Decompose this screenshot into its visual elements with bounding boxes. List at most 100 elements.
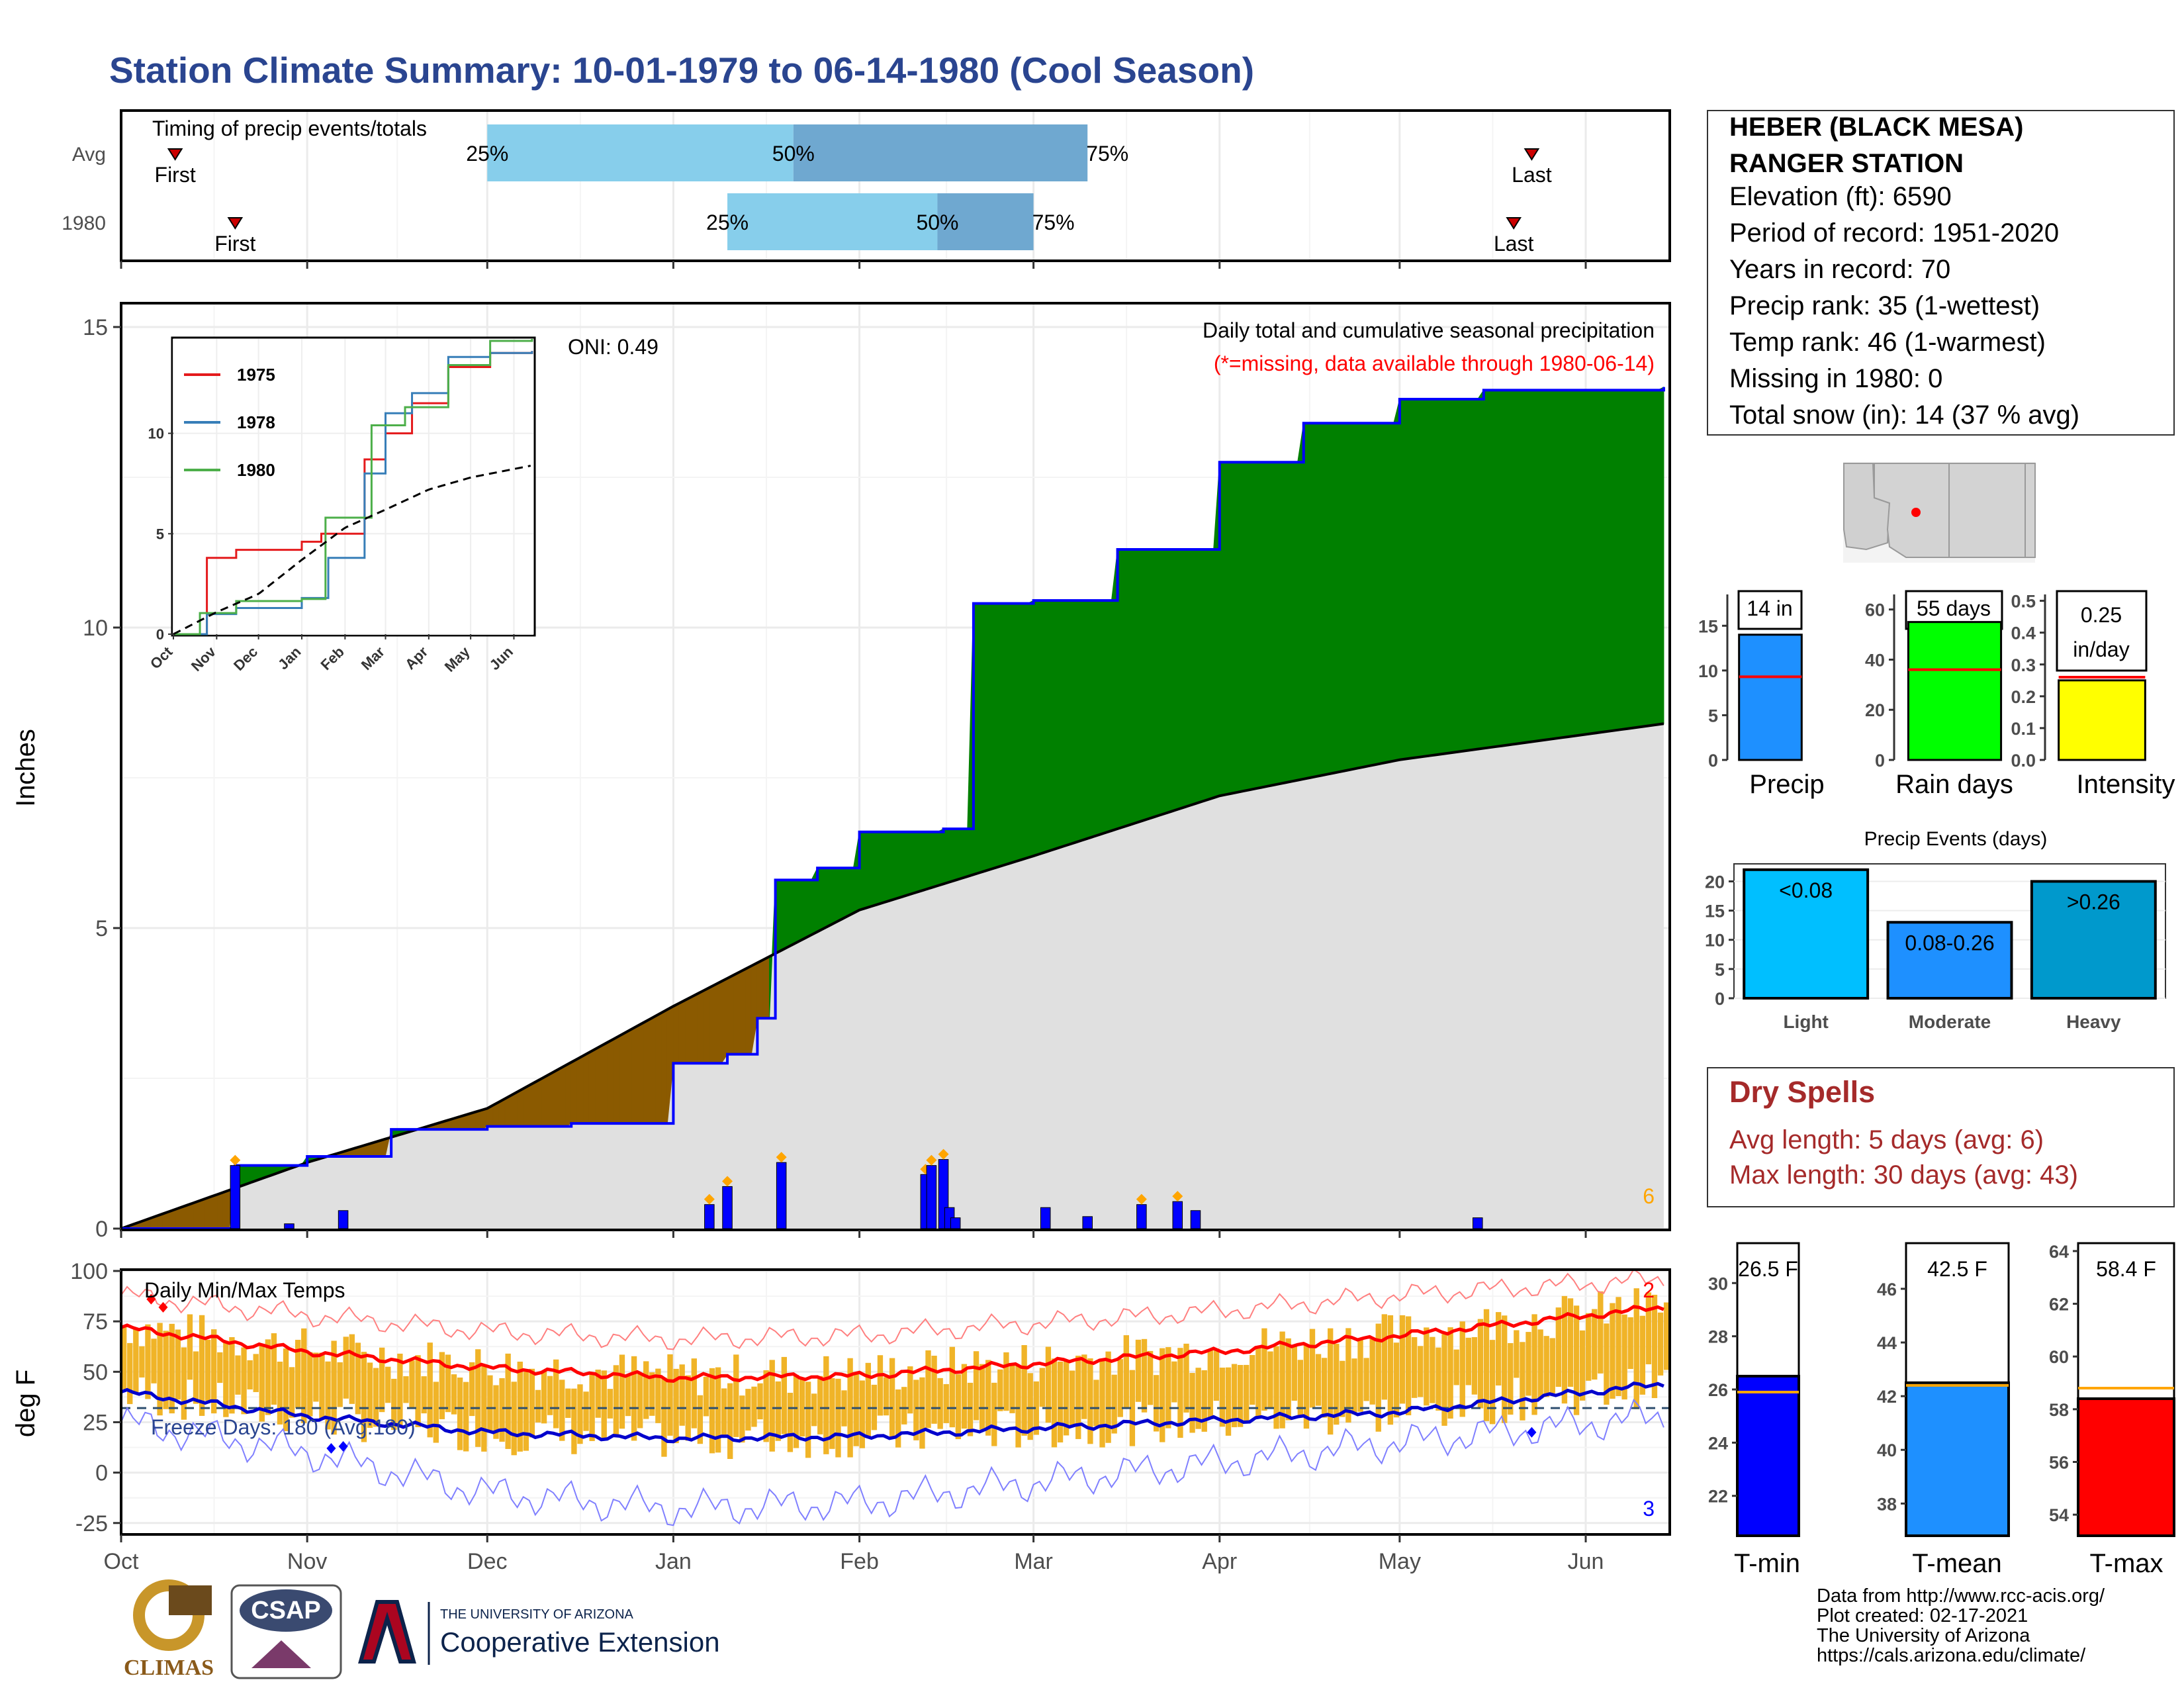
daily-temp-bar	[1165, 1347, 1171, 1429]
precip-total-chart: 14 in Precip	[1737, 590, 1825, 799]
daily-temp-bar	[1051, 1358, 1058, 1448]
cumulative-diff-segment	[1411, 399, 1418, 759]
inset-average-line	[173, 465, 531, 635]
precip-events-title: Precip Events (days)	[1864, 828, 2048, 850]
precip-ylabel: Inches	[11, 729, 40, 807]
daily-temp-bar	[913, 1380, 919, 1440]
daily-temp-bar	[559, 1380, 565, 1441]
station-name-2: RANGER STATION	[1729, 149, 1964, 178]
daily-temp-bar	[373, 1368, 379, 1427]
x-tick-label-mar: Mar	[1014, 1549, 1053, 1574]
daily-temp-bar	[1483, 1309, 1490, 1421]
cumulative-diff-segment	[1207, 549, 1214, 800]
map-texas-edge	[2025, 463, 2036, 558]
daily-temp-bar	[1009, 1365, 1015, 1413]
tmin-value-label: 26.5 F	[1738, 1257, 1798, 1281]
cumulative-diff-segment	[1471, 399, 1479, 751]
footer-logos: CLIMAS CSAP THE UNIVERSITY OF ARIZONA Co…	[124, 1579, 720, 1680]
daily-temp-bar	[1141, 1338, 1148, 1413]
daily-precip-bar	[950, 1217, 961, 1229]
daily-temp-bar	[955, 1374, 962, 1440]
cumulative-diff-segment	[1561, 389, 1569, 738]
daily-temp-bar	[769, 1360, 775, 1452]
inset-legend-label-1975: 1975	[237, 365, 275, 385]
daily-temp-bar	[649, 1372, 655, 1416]
cumulative-diff-segment	[1069, 600, 1076, 845]
precip-ytick-label-5: 5	[1708, 706, 1718, 726]
daily-temp-bar	[427, 1342, 433, 1438]
daily-temp-bar	[997, 1369, 1003, 1411]
precip-events-bars: 0 5 10 15 20 <0.08 Light 0.08-0.26 Moderate >0.26…	[1705, 863, 2166, 1032]
climas-logo-block	[169, 1585, 212, 1615]
cumulative-diff-segment	[1039, 600, 1046, 855]
cumulative-diff-segment	[1597, 389, 1604, 733]
dry-spells-border	[1707, 1067, 2175, 1207]
heavy-event-marker	[704, 1194, 715, 1205]
cumulative-diff-segment	[1531, 389, 1538, 743]
cumulative-diff-segment	[1615, 389, 1622, 731]
cumulative-diff-segment	[913, 831, 920, 894]
precip-areas	[120, 386, 1665, 1230]
daily-temp-bar	[1195, 1368, 1201, 1429]
heavy-event-marker	[722, 1176, 733, 1187]
inset-xtick-label-mar: Mar	[358, 643, 388, 674]
cumulative-diff-segment	[907, 831, 914, 896]
daily-temp-bar	[949, 1346, 955, 1428]
daily-temp-bar	[1387, 1315, 1394, 1425]
daily-temp-bar	[919, 1377, 925, 1449]
daily-temp-bar	[1586, 1313, 1592, 1381]
precip-yticks: 0 5 10 15	[83, 315, 121, 1242]
cumulative-diff-segment	[1351, 422, 1358, 770]
cumulative-diff-segment	[846, 867, 854, 917]
cumulative-diff-segment	[1165, 549, 1172, 814]
intensity-bar-label: Intensity	[2077, 770, 2175, 799]
cumulative-diff-segment	[1525, 389, 1532, 743]
cumulative-diff-segment	[733, 971, 740, 1055]
daily-temp-bar	[847, 1358, 853, 1458]
cumulative-diff-segment	[1075, 600, 1082, 843]
daily-temp-bar	[817, 1376, 823, 1434]
daily-temp-bar	[637, 1374, 643, 1429]
location-map	[1843, 462, 2036, 563]
daily-temp-bar	[163, 1331, 169, 1409]
oni-label: ONI: 0.49	[568, 335, 659, 359]
cumulative-diff-segment	[1657, 386, 1664, 726]
record-event-marker	[326, 1443, 336, 1454]
events-bar-label-moderate: 0.08-0.26	[1905, 931, 1994, 955]
cumulative-diff-segment	[1381, 422, 1388, 764]
cumulative-diff-segment	[1405, 399, 1412, 760]
daily-temp-bar	[1598, 1291, 1604, 1374]
daily-precip-bar	[230, 1165, 241, 1229]
cumulative-diff-segment	[181, 1204, 188, 1229]
dry-spells-max: Max length: 30 days (avg: 43)	[1729, 1160, 2078, 1190]
events-bar-moderate	[1886, 921, 2013, 1000]
temp-summary-charts: T-min T-mean T-max 26.5 F 22 24 26 28 30 42.5 …	[1708, 1242, 2175, 1578]
intensity-ytick-label-0.5: 0.5	[2011, 592, 2036, 612]
cumulative-diff-segment	[576, 1055, 584, 1124]
cumulative-diff-segment	[1333, 422, 1340, 774]
daily-temp-bar	[1069, 1370, 1075, 1426]
csap-logo-text: CSAP	[251, 1597, 321, 1624]
daily-temp-bar	[397, 1353, 403, 1427]
timing-p75-y1980: 75%	[1032, 211, 1075, 234]
cumulative-diff-segment	[1027, 600, 1034, 859]
cumulative-diff-segment	[1267, 461, 1274, 787]
daily-temp-bar	[1237, 1365, 1244, 1427]
tmean-value-label: 42.5 F	[1927, 1257, 1987, 1281]
events-ytick-label-15: 15	[1705, 902, 1725, 921]
events-bar-light	[1743, 868, 1870, 1000]
cumulative-diff-segment	[607, 1038, 614, 1124]
daily-temp-bar	[445, 1354, 451, 1413]
daily-temp-bar	[853, 1372, 859, 1446]
footer-line-2: Plot created: 02-17-2021	[1817, 1605, 2028, 1626]
daily-temp-bar	[331, 1340, 337, 1435]
cumulative-diff-segment	[841, 867, 848, 920]
daily-temp-bar	[1604, 1323, 1610, 1405]
tmean-label: T-mean	[1912, 1549, 2002, 1578]
cumulative-diff-segment	[1375, 422, 1383, 765]
daily-temp-bar	[535, 1389, 541, 1423]
cumulative-diff-segment	[715, 980, 722, 1064]
intensity-ytick-label-0.0: 0.0	[2011, 751, 2036, 771]
cumulative-diff-segment	[727, 974, 734, 1055]
